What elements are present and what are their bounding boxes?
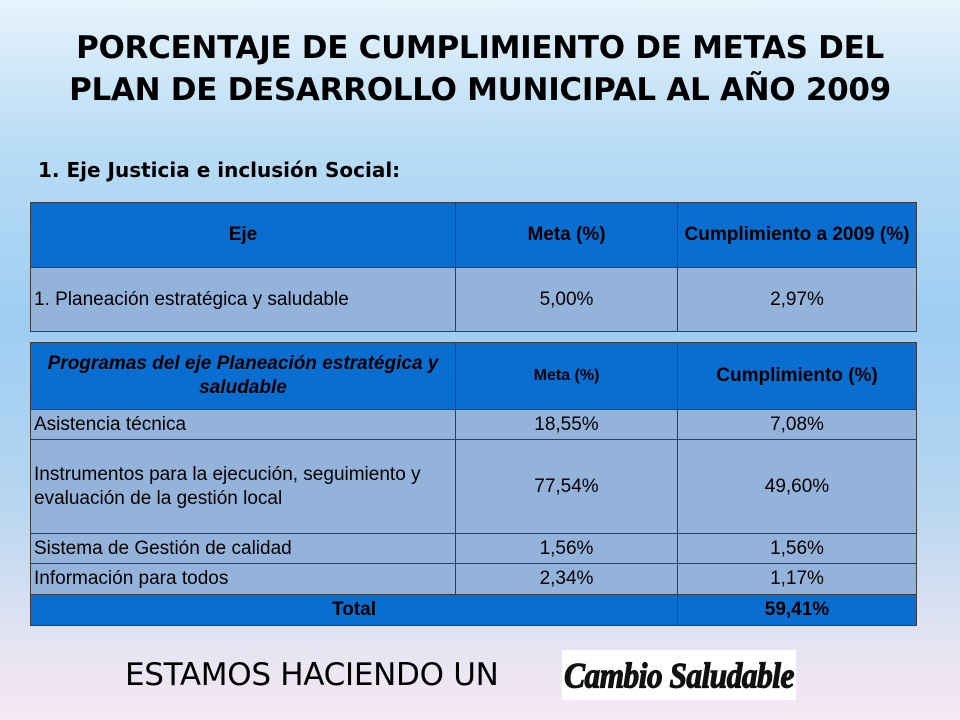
page-title: PORCENTAJE DE CUMPLIMIENTO DE METAS DEL … bbox=[20, 27, 940, 111]
table-row: Instrumentos para la ejecución, seguimie… bbox=[30, 439, 917, 534]
programa-cell: Sistema de Gestión de calidad bbox=[30, 533, 456, 564]
eje-table: Eje Meta (%) Cumplimiento a 2009 (%) 1. … bbox=[30, 202, 917, 332]
cumplimiento-cell: 7,08% bbox=[677, 409, 917, 440]
logo-text: Cambio Saludable bbox=[564, 657, 794, 696]
title-line-1: PORCENTAJE DE CUMPLIMIENTO DE METAS DEL bbox=[76, 30, 884, 66]
cumplimiento-cell: 1,17% bbox=[677, 563, 917, 595]
programs-table: Programas del eje Planeación estratégica… bbox=[30, 342, 917, 626]
eje-header: Eje bbox=[30, 202, 456, 268]
table-row: Asistencia técnica 18,55% 7,08% bbox=[30, 409, 917, 440]
footer-slogan: ESTAMOS HACIENDO UN bbox=[125, 657, 499, 693]
meta-cell: 77,54% bbox=[455, 439, 678, 534]
cumplimiento-header: Cumplimiento (%) bbox=[677, 342, 917, 410]
cumplimiento-cell: 49,60% bbox=[677, 439, 917, 534]
title-line-2: PLAN DE DESARROLLO MUNICIPAL AL AÑO 2009 bbox=[69, 72, 891, 108]
cambio-saludable-logo: Cambio Saludable bbox=[562, 650, 796, 700]
cumplimiento-2009-header: Cumplimiento a 2009 (%) bbox=[677, 202, 917, 268]
meta-cell: 5,00% bbox=[455, 267, 678, 332]
programa-cell: Instrumentos para la ejecución, seguimie… bbox=[30, 439, 456, 534]
cambio-saludable-logo-graphic: Cambio Saludable bbox=[564, 656, 796, 697]
cumplimiento-cell: 1,56% bbox=[677, 533, 917, 564]
total-row: Total 59,41% bbox=[30, 594, 917, 626]
total-value: 59,41% bbox=[677, 594, 917, 626]
programa-cell: Asistencia técnica bbox=[30, 409, 456, 440]
section-subtitle: 1. Eje Justicia e inclusión Social: bbox=[38, 158, 401, 182]
meta-header: Meta (%) bbox=[455, 342, 678, 410]
programa-header: Programas del eje Planeación estratégica… bbox=[30, 342, 456, 410]
cumplimiento-cell: 2,97% bbox=[677, 267, 917, 332]
programa-cell: Información para todos bbox=[30, 563, 456, 595]
eje-cell: 1. Planeación estratégica y saludable bbox=[30, 267, 456, 332]
meta-cell: 18,55% bbox=[455, 409, 678, 440]
meta-header: Meta (%) bbox=[455, 202, 678, 268]
total-label: Total bbox=[30, 594, 678, 626]
programs-table-header-row: Programas del eje Planeación estratégica… bbox=[30, 342, 917, 410]
meta-cell: 1,56% bbox=[455, 533, 678, 564]
table-row: Sistema de Gestión de calidad 1,56% 1,56… bbox=[30, 533, 917, 564]
table-row: 1. Planeación estratégica y saludable 5,… bbox=[30, 267, 917, 332]
meta-cell: 2,34% bbox=[455, 563, 678, 595]
eje-table-header-row: Eje Meta (%) Cumplimiento a 2009 (%) bbox=[30, 202, 917, 268]
table-row: Información para todos 2,34% 1,17% bbox=[30, 563, 917, 595]
